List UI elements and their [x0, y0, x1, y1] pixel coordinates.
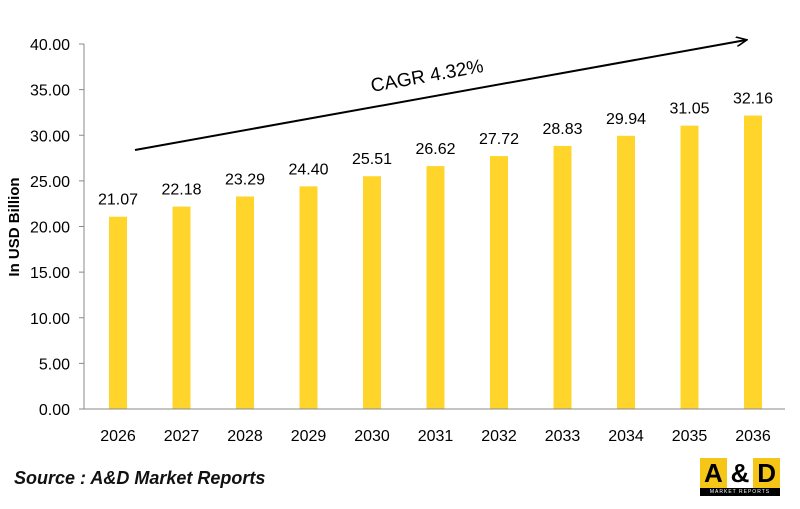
data-label: 28.83 [542, 121, 582, 138]
data-label: 23.29 [225, 171, 265, 188]
bar-2033 [553, 145, 572, 409]
y-tick-label: 25.00 [30, 174, 70, 191]
y-tick-label: 20.00 [30, 220, 70, 237]
data-label: 21.07 [98, 192, 138, 209]
cagr-arrow [134, 40, 746, 151]
y-tick-label: 40.00 [30, 37, 70, 54]
x-tick-label: 2034 [608, 428, 644, 445]
data-label: 26.62 [415, 141, 455, 158]
x-tick-label: 2035 [672, 428, 708, 445]
x-tick-label: 2036 [735, 428, 771, 445]
bar-2034 [617, 135, 635, 410]
bar-2027 [172, 206, 191, 409]
y-tick-label: 15.00 [30, 265, 70, 282]
y-tick-label: 0.00 [39, 402, 70, 419]
bar-2031 [426, 166, 445, 409]
bar-chart: 0.00 5.00 10.00 15.00 20.00 25.00 30.00 35.00 40… [6, 0, 785, 445]
bar-2026 [109, 216, 127, 409]
x-tick-label: 2029 [291, 428, 327, 445]
source-note: Source : A&D Market Reports [14, 468, 266, 488]
data-label: 24.40 [288, 161, 328, 178]
y-tick-label: 5.00 [39, 356, 70, 373]
y-tick-label: 10.00 [30, 311, 70, 328]
bar-2035 [680, 125, 699, 409]
data-label: 25.51 [352, 151, 392, 168]
bar-2032 [490, 156, 508, 409]
y-axis-label: In USD Billion [6, 177, 23, 276]
data-label: 32.16 [733, 91, 773, 108]
bar-2029 [299, 186, 318, 409]
y-tick-label: 35.00 [30, 83, 70, 100]
x-tick-label: 2028 [227, 428, 263, 445]
x-tick-label: 2027 [164, 428, 200, 445]
x-tick-label: 2026 [100, 428, 136, 445]
data-label: 27.72 [479, 131, 519, 148]
data-label: 29.94 [606, 111, 646, 128]
x-tick-label: 2032 [481, 428, 517, 445]
y-tick-label: 30.00 [30, 128, 70, 145]
bar-2036 [744, 115, 762, 409]
bar-2028 [236, 196, 254, 409]
data-label: 22.18 [161, 182, 201, 199]
ad-logo: A & D MARKET REPORTS [700, 458, 781, 498]
x-tick-label: 2031 [418, 428, 454, 445]
data-label: 31.05 [669, 101, 709, 118]
x-tick-label: 2030 [354, 428, 390, 445]
x-tick-label: 2033 [545, 428, 581, 445]
bar-2030 [363, 176, 381, 409]
